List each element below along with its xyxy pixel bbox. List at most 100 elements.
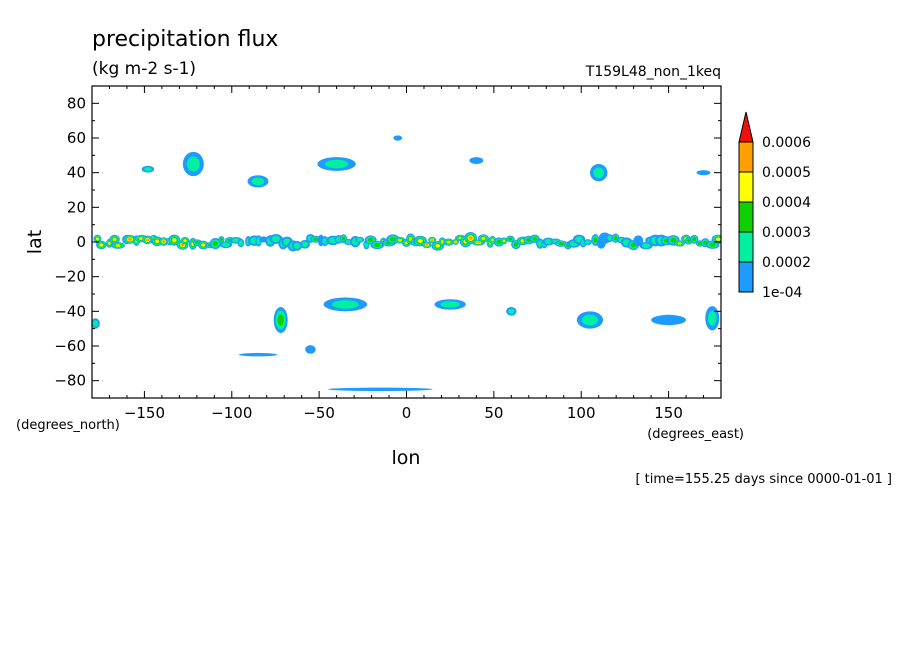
colorbar: 1e-04 0.0002 0.0003 0.0004 0.0005 0.0006 — [738, 111, 811, 301]
precip-cell — [324, 159, 349, 169]
x-tick-label: −50 — [303, 404, 335, 422]
equatorial-cell — [374, 243, 381, 248]
y-unit-label: (degrees_north) — [16, 418, 120, 433]
y-tick-label: −80 — [54, 372, 86, 390]
run-label: T159L48_non_1keq — [585, 64, 721, 80]
colorbar-box — [738, 141, 754, 173]
equatorial-cell — [593, 237, 598, 243]
x-tick-label: 0 — [402, 404, 412, 422]
precip-cell — [331, 300, 359, 309]
equatorial-cell — [99, 243, 104, 247]
equatorial-cell — [508, 237, 513, 241]
equatorial-cell — [108, 241, 111, 245]
y-tick-label: 20 — [67, 198, 86, 216]
y-tick-label: 60 — [67, 129, 86, 147]
equatorial-cell — [430, 239, 434, 241]
colorbar-box — [738, 261, 754, 293]
precip-cell — [508, 308, 515, 315]
precip-cell — [305, 345, 316, 354]
x-unit-label: (degrees_east) — [647, 427, 744, 442]
equatorial-cell — [345, 240, 352, 245]
equatorial-cell — [155, 239, 160, 244]
precip-cell — [469, 157, 484, 165]
equatorial-cell — [633, 235, 644, 246]
precip-cell — [186, 156, 200, 172]
equatorial-cell — [532, 236, 537, 241]
equatorial-cell — [697, 241, 702, 246]
equatorial-cell — [341, 236, 346, 241]
x-tick-label: 100 — [567, 404, 596, 422]
equatorial-cell — [322, 237, 328, 245]
chart-title: precipitation flux — [92, 27, 278, 52]
time-label: [ time=155.25 days since 0000-01-01 ] — [635, 472, 892, 487]
equatorial-cell — [162, 240, 166, 243]
equatorial-cell — [607, 235, 613, 241]
equatorial-cell — [613, 235, 618, 241]
equatorial-cell — [491, 238, 494, 242]
equatorial-cell — [219, 237, 223, 241]
equatorial-cell — [692, 237, 697, 242]
y-tick-label: −20 — [54, 268, 86, 286]
equatorial-cell — [95, 237, 99, 241]
colorbar-label: 0.0003 — [762, 225, 811, 241]
equatorial-cell — [502, 239, 506, 243]
equatorial-cell — [641, 243, 651, 249]
equatorial-cell — [145, 238, 150, 242]
equatorial-cell — [417, 239, 423, 243]
y-tick-label: 80 — [67, 94, 86, 112]
equatorial-cell — [513, 242, 519, 247]
equatorial-cell — [686, 239, 691, 243]
precip-cell — [327, 387, 433, 392]
precip-cell — [238, 352, 278, 357]
equatorial-cell — [537, 240, 543, 247]
equatorial-cell — [397, 238, 402, 242]
equatorial-cell — [440, 240, 444, 244]
equatorial-cell — [446, 240, 451, 244]
x-tick-label: −150 — [124, 404, 165, 422]
colorbar-label: 1e-04 — [762, 285, 802, 301]
colorbar-label: 0.0006 — [762, 135, 811, 151]
equatorial-cell — [171, 238, 177, 243]
x-tick-label: 50 — [484, 404, 503, 422]
equatorial-cell — [301, 241, 309, 248]
precip-cell — [393, 135, 403, 141]
equatorial-cell — [271, 235, 281, 243]
colorbar-max-arrow — [738, 111, 754, 143]
precip-cell — [277, 314, 284, 326]
x-tick-label: −100 — [211, 404, 252, 422]
y-tick-label: −40 — [54, 302, 86, 320]
precip-cell — [696, 170, 711, 176]
precip-cell — [144, 167, 152, 172]
equatorial-cell — [544, 239, 553, 245]
equatorial-cell — [356, 237, 363, 242]
equatorial-cell — [454, 240, 457, 243]
precip-cell — [92, 320, 99, 327]
precip-cell — [581, 314, 599, 326]
equatorial-cell — [293, 242, 301, 249]
equatorial-cell — [238, 240, 244, 246]
equatorial-cell — [468, 236, 473, 240]
precip-cell — [440, 301, 460, 308]
equatorial-cell — [367, 237, 374, 242]
y-tick-label: 40 — [67, 164, 86, 182]
equatorial-cell — [476, 241, 481, 244]
equatorial-cell — [115, 244, 121, 247]
precip-cell — [593, 167, 605, 179]
x-tick-label: 150 — [654, 404, 683, 422]
equatorial-cell — [715, 237, 721, 241]
equatorial-cell — [180, 243, 185, 247]
equatorial-cell — [496, 239, 502, 245]
equatorial-cell — [425, 243, 429, 246]
y-axis-label: lat — [24, 230, 46, 254]
equatorial-cell — [183, 239, 187, 242]
equatorial-cell — [212, 240, 219, 247]
equatorial-cell — [558, 242, 564, 246]
equatorial-cell — [585, 240, 591, 245]
colorbar-label: 0.0004 — [762, 195, 811, 211]
precip-field-layer — [92, 135, 721, 392]
y-axis: 80 60 40 20 0 −20 −40 −60 −80 — [54, 85, 721, 399]
units-label: (kg m-2 s-1) — [92, 59, 196, 79]
colorbar-box — [738, 171, 754, 203]
equatorial-cell — [481, 236, 486, 241]
